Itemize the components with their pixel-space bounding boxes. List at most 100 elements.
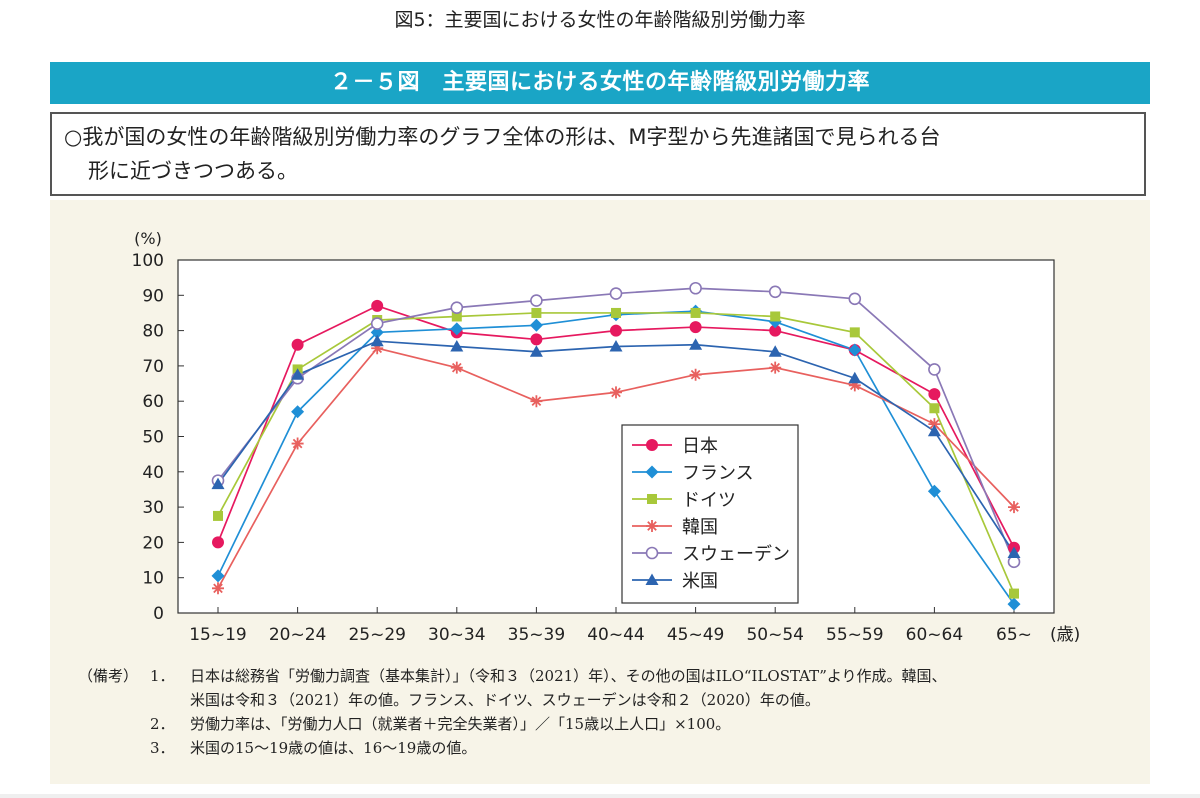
data-point-3	[928, 418, 941, 431]
chart-area: 0 10 20 30 40 50 60 70 80 90 100 (%) 15~19 20~24 25~29…	[50, 200, 1150, 784]
x-tick-label: 40~44	[587, 625, 645, 645]
data-point-1	[848, 343, 862, 357]
data-point-1	[291, 405, 305, 419]
note-row-3: 3． 米国の15～19歳の値は、16～19歳の値。	[78, 736, 1138, 760]
data-point-5	[211, 477, 225, 490]
data-point-3	[291, 437, 304, 450]
data-point-0	[530, 333, 543, 346]
legend-marker	[646, 520, 658, 532]
data-point-3	[689, 368, 702, 381]
data-point-1	[1007, 597, 1021, 611]
y-tick-label: 90	[142, 286, 164, 306]
note-row-2: 2． 労働力率は、「労働力人口（就業者＋完全失業者）」／「15歳以上人口」×10…	[78, 712, 1138, 736]
legend-marker	[646, 439, 658, 451]
y-tick-label: 80	[142, 322, 164, 342]
note-row-1: （備考） 1． 日本は総務省「労働力調査（基本集計）」（令和３（2021）年）、…	[78, 664, 1138, 688]
y-tick-label: 10	[142, 569, 164, 589]
x-tick-label: 60~64	[906, 625, 964, 645]
x-tick-label: 25~29	[348, 625, 406, 645]
note-number: 2．	[150, 715, 175, 733]
data-point-2	[213, 510, 223, 521]
note-text: 米国の15～19歳の値は、16～19歳の値。	[190, 739, 477, 757]
data-point-4	[370, 317, 384, 330]
data-point-0	[928, 388, 941, 401]
data-point-5	[848, 371, 862, 384]
data-point-2	[451, 311, 462, 322]
data-point-0	[291, 338, 304, 351]
summary-box: ○我が国の女性の年齢階級別労働力率のグラフ全体の形は、M字型から先進諸国で見られ…	[50, 112, 1146, 196]
data-point-2	[849, 327, 860, 338]
data-point-4	[530, 294, 543, 307]
x-tick-label: 65~	[996, 625, 1032, 645]
note-continuation: 米国は令和３（2021）年の値。フランス、ドイツ、スウェーデンは令和２（2020…	[190, 691, 820, 709]
data-point-2	[531, 307, 542, 318]
data-point-2	[611, 307, 621, 318]
data-point-2	[1009, 588, 1019, 599]
legend-label: ドイツ	[682, 490, 736, 511]
data-point-4	[768, 285, 782, 299]
data-point-0	[610, 324, 622, 337]
data-point-3	[1008, 501, 1020, 514]
y-tick-label: 60	[142, 392, 164, 412]
legend-marker	[645, 465, 659, 479]
data-point-1	[529, 318, 543, 332]
y-tick-label: 100	[132, 251, 164, 271]
note-number: 1．	[150, 667, 175, 685]
data-point-5	[927, 424, 941, 437]
data-point-4	[928, 363, 941, 376]
data-point-5	[768, 345, 782, 357]
data-point-3	[848, 379, 861, 392]
x-tick-label: 55~59	[826, 625, 884, 645]
data-point-4	[689, 281, 702, 295]
legend-label: 日本	[682, 436, 718, 457]
data-point-5	[1007, 546, 1021, 558]
legend-label: フランス	[682, 463, 754, 484]
notes: （備考） 1． 日本は総務省「労働力調査（基本集計）」（令和３（2021）年）、…	[78, 664, 1138, 760]
y-tick-label: 30	[142, 498, 164, 518]
figure-header: ２－５図 主要国における女性の年齢階級別労働力率	[50, 62, 1150, 104]
data-point-1	[927, 484, 941, 498]
data-point-2	[929, 403, 940, 414]
legend-label: スウェーデン	[682, 544, 790, 565]
summary-line-1: ○我が国の女性の年齢階級別労働力率のグラフ全体の形は、M字型から先進諸国で見られ…	[64, 125, 941, 149]
data-point-4	[848, 292, 862, 306]
summary-line-2: 形に近づきつつある。	[88, 159, 298, 183]
y-tick-label: 40	[142, 463, 164, 483]
data-point-3	[610, 386, 622, 399]
data-point-0	[212, 536, 224, 549]
legend-marker	[647, 494, 657, 504]
data-point-5	[450, 339, 464, 352]
x-tick-label: 20~24	[269, 625, 327, 645]
data-point-1	[768, 315, 782, 329]
x-tick-label: 15~19	[189, 625, 247, 645]
legend-box	[621, 424, 799, 604]
data-point-1	[370, 325, 384, 339]
note-text: 日本は総務省「労働力調査（基本集計）」（令和３（2021）年）、その他の国はIL…	[190, 667, 947, 685]
data-point-3	[450, 361, 463, 374]
legend-marker	[645, 573, 659, 585]
y-tick-label: 20	[142, 533, 164, 553]
notes-lead: （備考）	[78, 667, 139, 685]
legend-marker	[645, 546, 659, 560]
data-point-5	[529, 345, 543, 357]
legend-label: 韓国	[682, 517, 718, 538]
y-tick-label: 0	[153, 604, 164, 624]
y-axis-label: (%)	[134, 229, 162, 248]
line-chart: 0 10 20 30 40 50 60 70 80 90 100 (%) 15~19 20~24 25~29…	[132, 229, 1081, 645]
data-point-2	[770, 311, 781, 322]
data-point-4	[609, 287, 623, 300]
x-tick-label: 45~49	[667, 625, 725, 645]
note-text: 労働力率は、「労働力人口（就業者＋完全失業者）」／「15歳以上人口」×100。	[190, 715, 731, 733]
page-caption: 図5：主要国における女性の年齢階級別労働力率	[0, 0, 1200, 44]
x-axis-label: (歳)	[1050, 625, 1080, 645]
data-point-4	[450, 301, 464, 314]
note-number: 3．	[150, 739, 175, 757]
data-point-3	[371, 342, 384, 355]
data-point-1	[211, 569, 225, 583]
y-tick-label: 70	[142, 357, 164, 377]
data-point-3	[769, 361, 782, 374]
data-point-5	[609, 339, 623, 352]
x-tick-label: 50~54	[746, 625, 804, 645]
data-point-0	[371, 299, 384, 312]
data-point-3	[212, 582, 224, 595]
